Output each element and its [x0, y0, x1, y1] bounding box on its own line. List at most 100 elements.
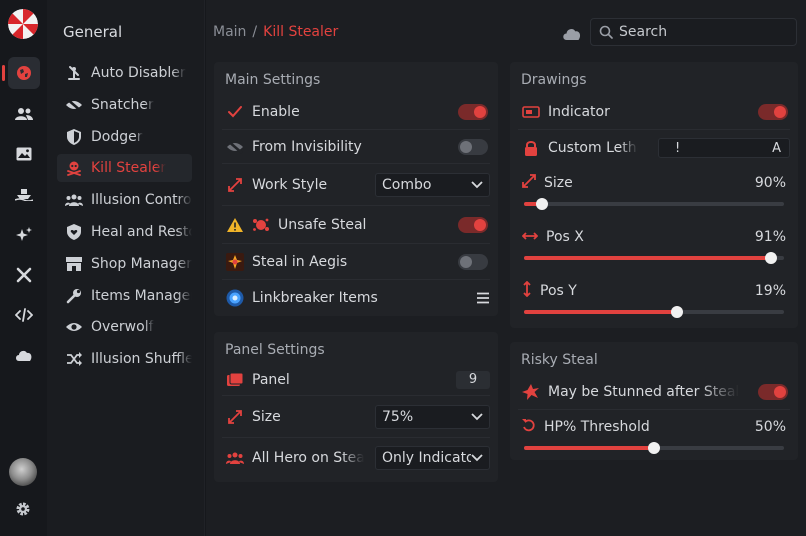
menu-icon [477, 292, 489, 304]
rail-cloud-button[interactable] [8, 339, 40, 371]
slider-thumb[interactable] [765, 252, 777, 264]
sidebar-item-label: Dodger [91, 129, 143, 145]
eye-slash-icon [65, 96, 83, 114]
slider-thumb[interactable] [648, 442, 660, 454]
eye-icon [65, 318, 83, 336]
sidebar-item-label: Shop Manager [91, 256, 192, 272]
sidebar-item-snatcher[interactable]: Snatcher [57, 91, 192, 119]
slider-fill [524, 202, 543, 206]
unsafe-steal-toggle[interactable] [458, 216, 488, 233]
expand-icon [522, 174, 536, 192]
all-hero-row: All Hero on Steal Only Indicator [222, 438, 490, 478]
expand-icon [226, 176, 244, 194]
sidebar-item-kill-stealer[interactable]: Kill Stealer [57, 154, 192, 182]
slider-fill [524, 310, 678, 314]
pos-x-slider[interactable] [524, 252, 784, 264]
enable-label: Enable [252, 103, 300, 120]
panel-row: Panel 9 [222, 364, 490, 396]
steal-in-aegis-row: Steal in Aegis [222, 244, 490, 280]
panel-number-input[interactable]: 9 [456, 370, 490, 389]
sidebar-item-auto-disabler[interactable]: Auto Disabler [57, 59, 192, 87]
avatar[interactable] [9, 458, 37, 486]
settings-button[interactable] [12, 498, 34, 520]
stunned-row: May be Stunned after Steal [518, 374, 790, 410]
pos-x-slider-row: Pos X 91% [518, 226, 790, 266]
unsafe-steal-row: Unsafe Steal [222, 206, 490, 244]
sidebar-item-shop-manager[interactable]: Shop Manager [57, 250, 192, 278]
drawings-size-label: Size [544, 175, 573, 191]
main-settings-title: Main Settings [225, 72, 321, 88]
breadcrumb-root[interactable]: Main [213, 24, 247, 40]
arrows-horizontal-icon [521, 229, 539, 245]
sidebar-item-dodger[interactable]: Dodger [57, 123, 192, 151]
pos-y-slider-row: Pos Y 19% [518, 280, 790, 320]
work-style-row: Work Style Combo [222, 164, 490, 206]
undo-icon [522, 418, 536, 436]
rail-image-button[interactable] [8, 138, 40, 170]
hp-threshold-value: 50% [754, 419, 786, 435]
search-input[interactable] [619, 24, 789, 40]
shield-icon [65, 128, 83, 146]
panel-icon [226, 371, 244, 389]
shuffle-icon [65, 350, 83, 368]
sidebar-item-overwolf[interactable]: Overwolf [57, 313, 192, 341]
indicator-toggle[interactable] [758, 103, 788, 120]
pos-x-value: 91% [754, 229, 786, 245]
check-icon [226, 103, 244, 121]
shop-icon [65, 255, 83, 273]
hp-threshold-label: HP% Threshold [544, 419, 650, 435]
risky-steal-panel: Risky Steal May be Stunned after Steal H… [510, 342, 798, 460]
pos-y-slider[interactable] [524, 306, 784, 318]
cloud-icon [563, 28, 581, 40]
skull-icon [65, 159, 83, 177]
main-settings-panel: Main Settings Enable From Invisibility W… [214, 62, 498, 316]
sidebar-item-label: Heal and Restore [91, 224, 192, 240]
drawings-size-slider[interactable] [524, 198, 784, 210]
all-hero-select[interactable]: Only Indicator [375, 446, 490, 470]
work-style-select[interactable]: Combo [375, 172, 490, 197]
stunned-toggle[interactable] [758, 383, 788, 400]
rail-ship-button[interactable] [8, 178, 40, 210]
all-hero-value: Only Indicator [382, 450, 471, 466]
sidebar-heading: General [63, 23, 123, 41]
umbrella-logo-icon [8, 9, 38, 39]
steal-in-aegis-toggle[interactable] [458, 253, 488, 270]
sidebar-item-label: Items Manager [91, 288, 192, 304]
panel-size-select[interactable]: 75% [375, 404, 490, 429]
cloud-icon [16, 350, 32, 361]
wrench-icon [65, 287, 83, 305]
steal-in-aegis-label: Steal in Aegis [252, 253, 348, 270]
sidebar: General Auto Disabler Snatcher Dodger Ki… [47, 0, 205, 536]
ship-icon [15, 189, 33, 201]
sidebar-item-label: Snatcher [91, 97, 154, 113]
sidebar-item-heal-and-restore[interactable]: Heal and Restore [57, 218, 192, 246]
cloud-sync-button[interactable] [561, 24, 583, 42]
enable-toggle[interactable] [458, 103, 488, 120]
sparkles-icon [16, 227, 32, 241]
sidebar-item-illusion-control[interactable]: Illusion Control [57, 186, 192, 214]
sidebar-item-label: Overwolf [91, 319, 154, 335]
indicator-row: Indicator [518, 94, 790, 130]
sidebar-item-items-manager[interactable]: Items Manager [57, 282, 192, 310]
search-icon [599, 25, 613, 39]
indicator-label: Indicator [548, 103, 610, 120]
rail-tools-button[interactable] [8, 259, 40, 291]
rail-globe-button[interactable] [2, 57, 40, 89]
rail-users-button[interactable] [8, 98, 40, 130]
rail-code-button[interactable] [8, 299, 40, 331]
custom-lethal-label: Custom Lethal [548, 140, 638, 156]
hp-threshold-slider[interactable] [524, 442, 784, 454]
rail-sparkles-button[interactable] [8, 219, 40, 251]
code-icon [15, 308, 33, 322]
linkbreaker-menu-button[interactable] [476, 292, 490, 304]
indicator-icon [522, 103, 540, 121]
users-icon [65, 191, 83, 209]
custom-lethal-input[interactable]: ! A [658, 138, 790, 158]
sidebar-item-illusion-shuffle[interactable]: Illusion Shuffle [57, 345, 192, 373]
aegis-icon [226, 252, 244, 271]
from-invisibility-toggle[interactable] [458, 138, 488, 155]
slider-thumb[interactable] [536, 198, 549, 210]
slider-thumb[interactable] [671, 306, 684, 318]
search-box[interactable] [590, 18, 797, 46]
breadcrumb-current: Kill Stealer [263, 24, 339, 40]
